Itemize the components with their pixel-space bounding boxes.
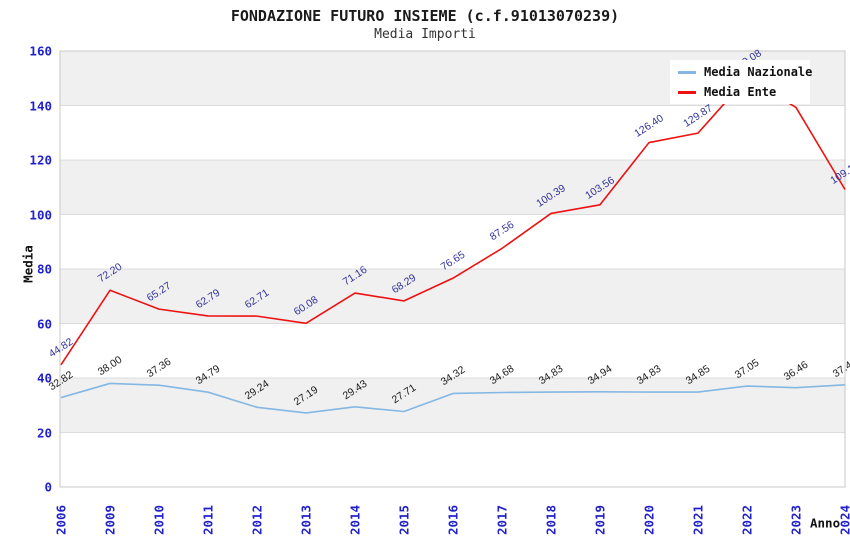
x-tick-2015: 2015 (396, 504, 412, 536)
x-tick-2019: 2019 (592, 504, 608, 536)
grid-band (60, 160, 845, 215)
media-ente-line (60, 77, 846, 366)
legend-label: Media Nazionale (704, 65, 813, 79)
y-tick-160: 160 (29, 43, 52, 59)
x-tick-2022: 2022 (739, 504, 755, 536)
x-tick-2021: 2021 (690, 504, 706, 536)
x-tick-2017: 2017 (494, 504, 510, 536)
legend-item-media-nazionale: Media Nazionale (670, 65, 813, 79)
legend-swatch-icon (678, 90, 696, 94)
media-nazionale-line (60, 382, 846, 414)
plot-border (59, 50, 846, 488)
x-tick-2009: 2009 (102, 504, 118, 536)
x-tick-2010: 2010 (151, 504, 167, 536)
chart-title: FONDAZIONE FUTURO INSIEME (c.f.910130702… (230, 7, 620, 25)
x-tick-2006: 2006 (53, 504, 69, 536)
x-tick-2018: 2018 (543, 504, 559, 536)
x-tick-2011: 2011 (200, 504, 216, 536)
x-tick-2013: 2013 (298, 504, 314, 536)
legend-item-media-ente: Media Ente (670, 85, 810, 99)
y-tick-80: 80 (36, 261, 52, 277)
grid-band (60, 269, 845, 324)
y-tick-120: 120 (29, 152, 52, 168)
y-tick-140: 140 (29, 98, 52, 113)
x-axis-title: Anno (810, 515, 841, 531)
legend: Media Nazionale Media Ente (670, 60, 813, 104)
x-tick-2014: 2014 (347, 504, 363, 536)
y-tick-100: 100 (29, 207, 52, 222)
y-tick-40: 40 (36, 370, 52, 386)
y-tick-20: 20 (36, 425, 52, 440)
grid-band (60, 378, 845, 433)
y-axis-title: Media (20, 245, 36, 283)
x-tick-2023: 2023 (788, 504, 804, 536)
chart-subtitle: Media Importi (374, 27, 476, 42)
x-tick-2020: 2020 (641, 504, 657, 536)
legend-swatch-icon (678, 70, 696, 74)
legend-label: Media Ente (704, 85, 777, 99)
y-tick-0: 0 (44, 479, 52, 495)
x-tick-2012: 2012 (249, 504, 265, 536)
x-tick-2016: 2016 (445, 504, 461, 536)
y-tick-60: 60 (36, 316, 52, 331)
